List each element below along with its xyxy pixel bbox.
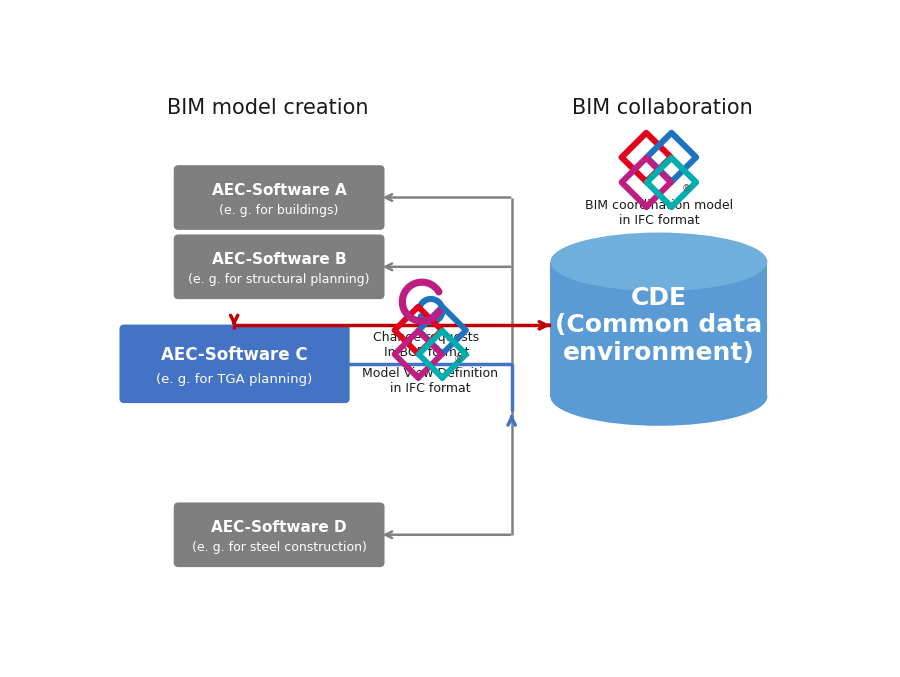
Text: ®: ® — [682, 183, 691, 193]
Text: (e. g. for steel construction): (e. g. for steel construction) — [192, 541, 366, 554]
FancyBboxPatch shape — [174, 165, 384, 230]
Text: CDE
(Common data
environment): CDE (Common data environment) — [555, 286, 762, 365]
Text: BIM collaboration: BIM collaboration — [572, 98, 753, 118]
Text: (e. g. for structural planning): (e. g. for structural planning) — [188, 273, 370, 286]
Text: AEC-Software D: AEC-Software D — [212, 520, 346, 535]
FancyBboxPatch shape — [174, 502, 384, 567]
Text: Model View Definition
in IFC format: Model View Definition in IFC format — [362, 367, 499, 395]
Text: ®: ® — [454, 355, 463, 364]
Text: (e. g. for buildings): (e. g. for buildings) — [220, 204, 338, 217]
Text: (e. g. for TGA planning): (e. g. for TGA planning) — [157, 373, 312, 387]
FancyBboxPatch shape — [174, 234, 384, 299]
Ellipse shape — [551, 232, 768, 291]
Text: BIM coordination model
in IFC format: BIM coordination model in IFC format — [585, 199, 733, 227]
Text: AEC-Software C: AEC-Software C — [161, 346, 308, 364]
Ellipse shape — [551, 368, 768, 426]
FancyBboxPatch shape — [120, 324, 349, 403]
Text: AEC-Software A: AEC-Software A — [212, 183, 346, 198]
Text: Change requests
In BCF format: Change requests In BCF format — [374, 331, 480, 359]
Polygon shape — [551, 262, 768, 397]
Text: BIM model creation: BIM model creation — [166, 98, 368, 118]
Text: AEC-Software B: AEC-Software B — [212, 252, 346, 267]
